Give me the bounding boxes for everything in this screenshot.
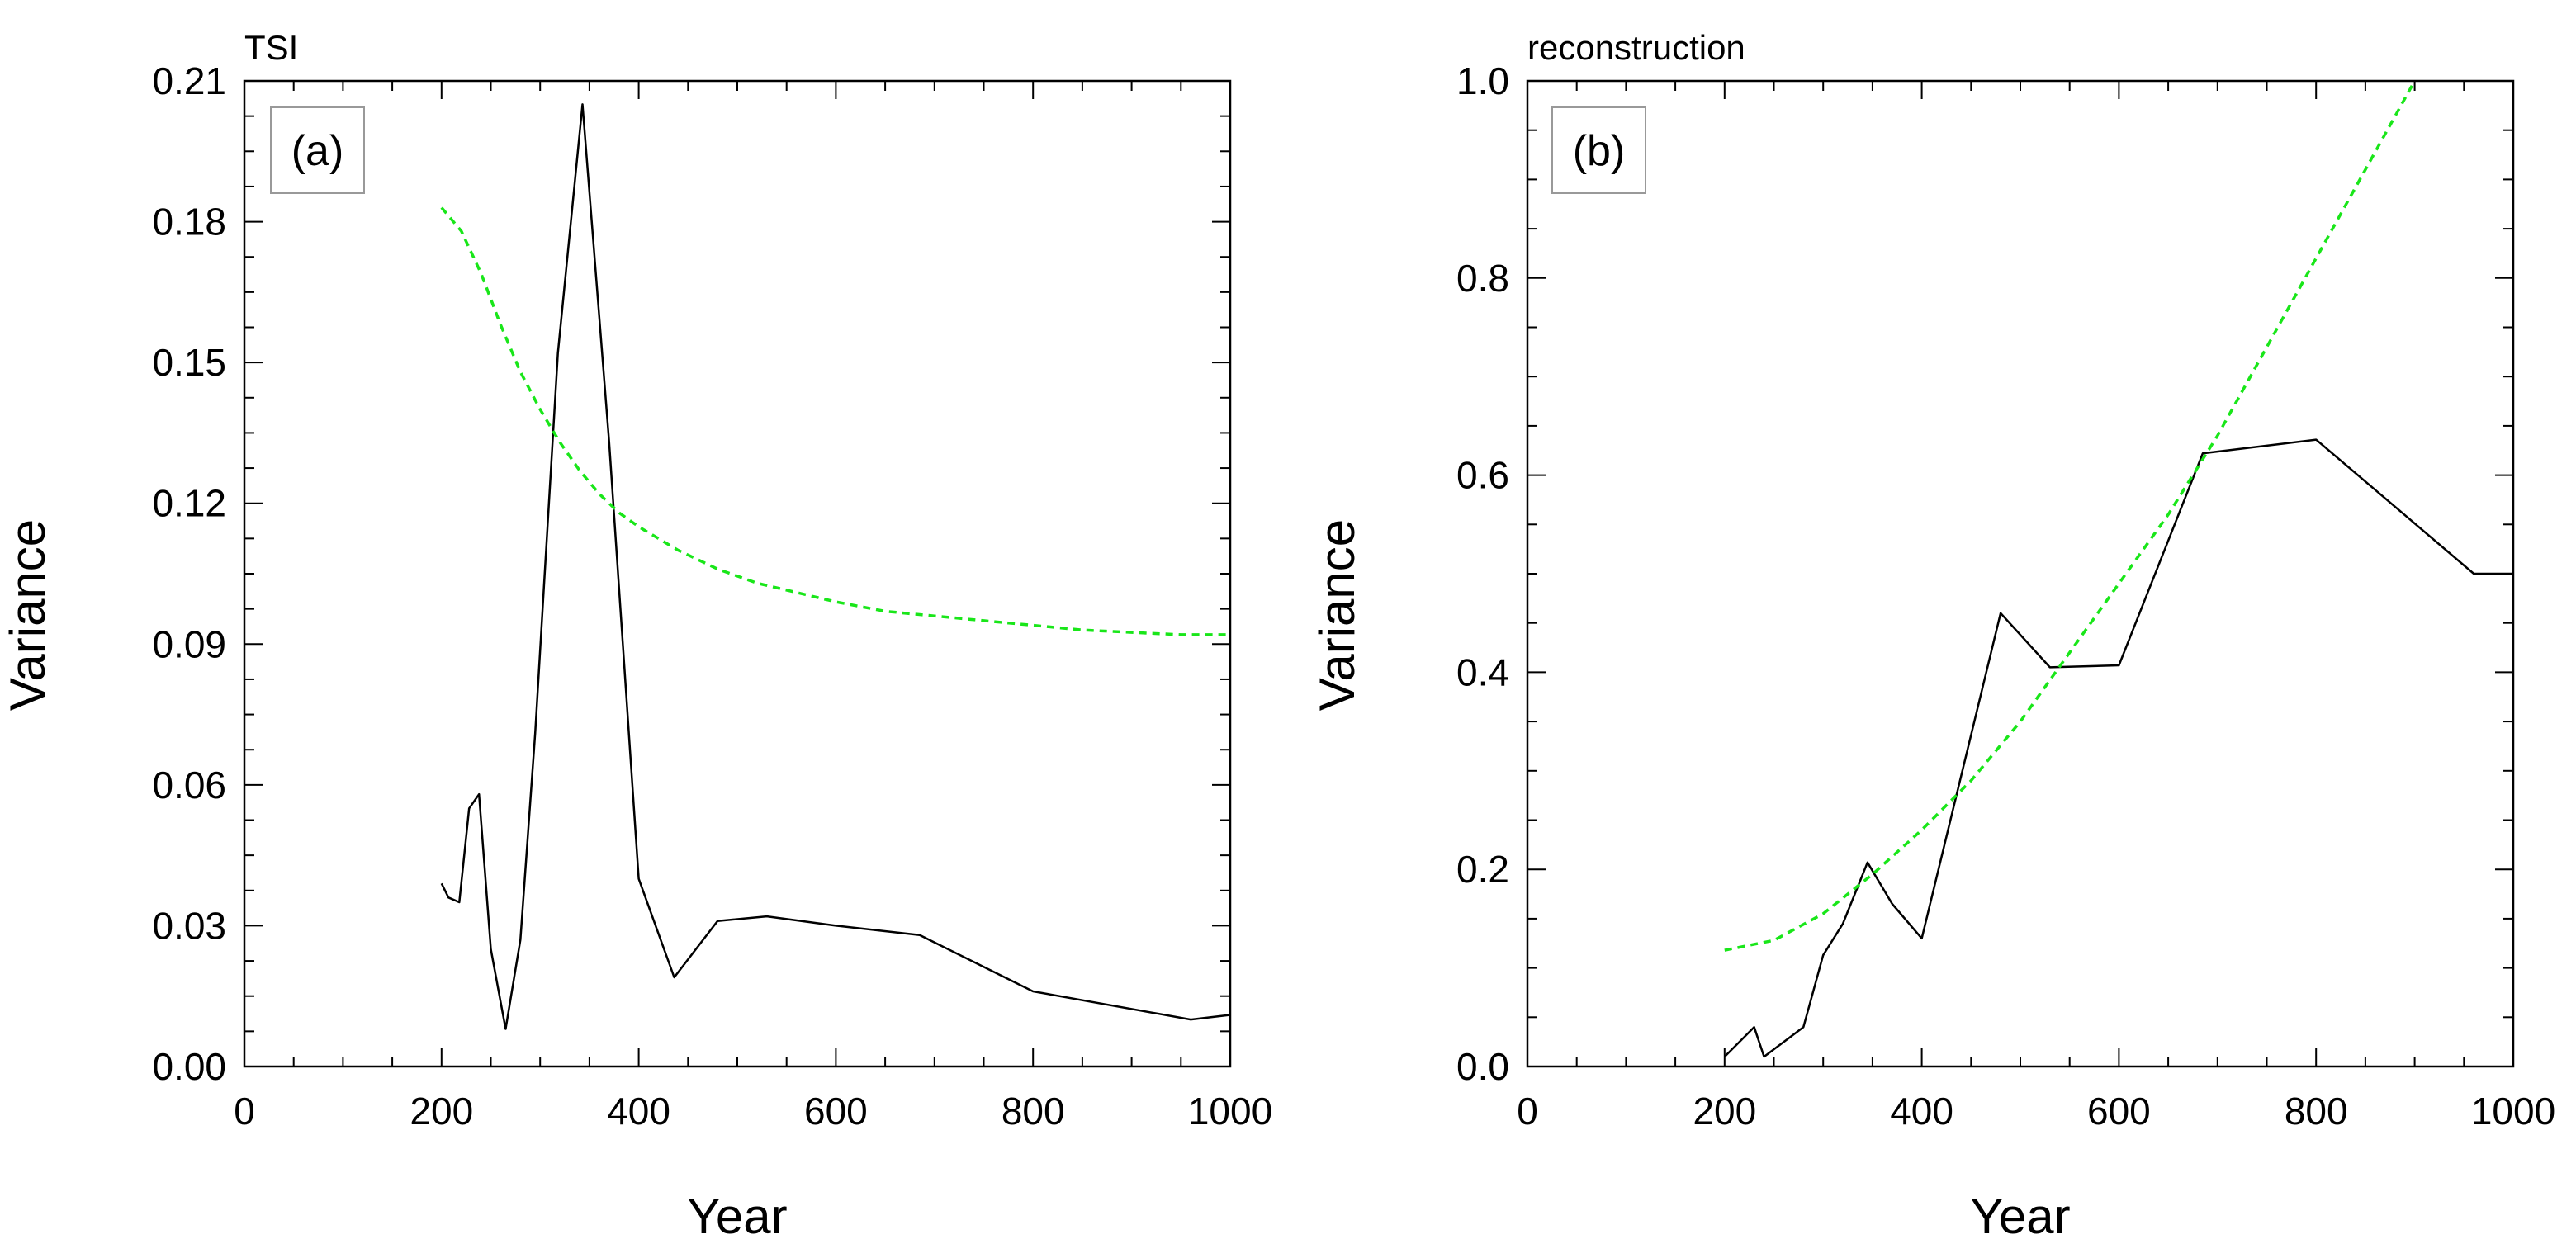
x-tick-label: 0 xyxy=(234,1090,255,1133)
panel-title: TSI xyxy=(244,28,298,67)
y-axis-title: Variance xyxy=(0,519,55,711)
y-tick-label: 0.0 xyxy=(1456,1045,1509,1088)
x-tick-label: 600 xyxy=(2087,1090,2151,1133)
panel-b-reconstruction: 0 200 400 600 800 1000 0.0 0.2 0.4 0.6 0.8 1.0 Year V… xyxy=(1309,28,2555,1244)
y-tick-label: 0.8 xyxy=(1456,257,1509,300)
panel-label-box xyxy=(1551,106,1646,194)
y-tick-label: 0.2 xyxy=(1456,848,1509,891)
series-line-variance xyxy=(1723,438,2513,1058)
y-tick-label: 0.18 xyxy=(152,201,226,244)
y-tick-label: 0.00 xyxy=(152,1045,226,1088)
x-axis-title: Year xyxy=(1970,1189,2070,1244)
series-line-significance xyxy=(1724,80,2417,952)
y-axis-title: Variance xyxy=(1309,519,1365,711)
y-tick-label: 0.03 xyxy=(152,904,226,947)
panel-a-tsi: 0 200 400 600 800 1000 0.00 0.03 0.06 0.09 0.12 0.1… xyxy=(0,28,1272,1244)
x-tick-label: 400 xyxy=(607,1090,670,1133)
panel-label: (a) xyxy=(291,127,344,175)
x-tick-label: 800 xyxy=(2285,1090,2348,1133)
x-tick-label: 0 xyxy=(1517,1090,1538,1133)
series-line-significance xyxy=(440,206,1230,636)
y-tick-label: 0.15 xyxy=(152,341,226,384)
x-tick-label: 1000 xyxy=(1188,1090,1272,1133)
panel-label: (b) xyxy=(1573,127,1626,175)
x-axis-title: Year xyxy=(687,1189,787,1244)
x-tick-label: 600 xyxy=(804,1090,868,1133)
panel-title: reconstruction xyxy=(1527,28,1745,67)
y-tick-label: 0.12 xyxy=(152,482,226,525)
y-tick-label: 0.21 xyxy=(152,59,226,102)
x-tick-label: 1000 xyxy=(2471,1090,2555,1133)
y-tick-label: 1.0 xyxy=(1456,59,1509,102)
x-tick-label: 400 xyxy=(1890,1090,1953,1133)
panel-label-box xyxy=(270,106,365,194)
y-tick-label: 0.4 xyxy=(1456,650,1509,693)
x-tick-label: 200 xyxy=(1693,1090,1756,1133)
y-tick-label: 0.06 xyxy=(152,764,226,806)
y-tick-label: 0.6 xyxy=(1456,454,1509,497)
plot-frame xyxy=(1526,79,2515,1068)
y-tick-label: 0.09 xyxy=(152,622,226,665)
series-line-variance xyxy=(440,103,1231,1030)
x-tick-label: 800 xyxy=(1002,1090,1065,1133)
x-tick-label: 200 xyxy=(410,1090,473,1133)
